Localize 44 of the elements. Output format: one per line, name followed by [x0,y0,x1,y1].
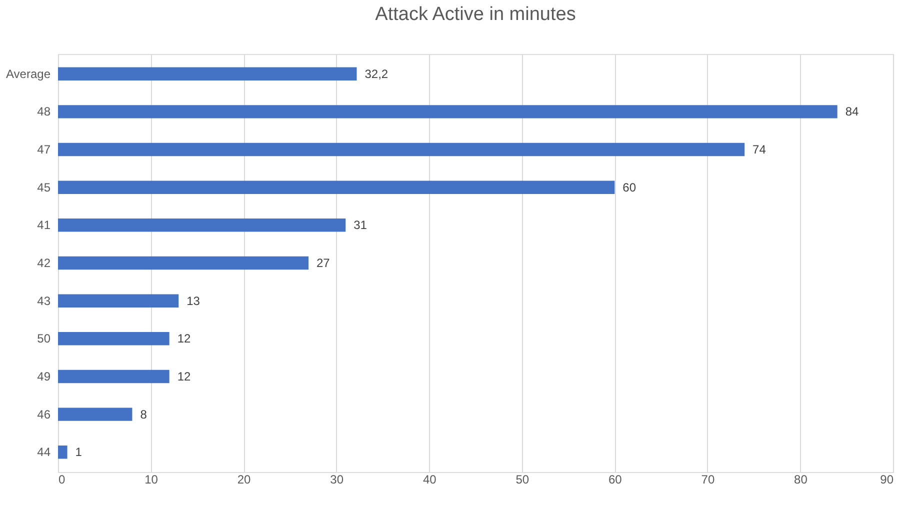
data-label: 31 [354,218,368,232]
y-tick-label: 48 [37,104,51,119]
y-tick-label: 46 [37,407,51,422]
bar [58,294,179,308]
bar [58,370,170,384]
y-tick-label: 50 [37,332,51,346]
y-tick-label: 49 [37,369,51,384]
x-tick-label: 60 [608,472,622,486]
bar [58,446,68,459]
y-tick-label: Average [6,66,51,81]
data-label: 60 [622,180,636,194]
bar [58,256,308,270]
y-tick-label: 41 [37,218,51,232]
data-label: 8 [140,407,148,422]
x-tick-label: 10 [144,472,158,486]
bar [58,218,346,232]
x-tick-label: 70 [701,472,715,486]
x-tick-label: 20 [237,472,252,486]
x-tick-label: 80 [794,472,808,486]
x-tick-label: 90 [880,472,894,486]
x-tick-label: 0 [58,472,66,486]
y-tick-label: 45 [37,180,51,194]
bar [58,332,170,346]
data-label: 74 [752,142,766,157]
y-tick-label: 43 [37,294,51,308]
data-label: 1 [75,445,82,460]
y-tick-label: 42 [37,256,51,270]
y-tick-label: 47 [37,142,51,157]
chart-title: Attack Active in minutes [375,4,576,25]
bar [58,142,745,156]
bar [58,67,357,80]
data-label: 27 [316,256,330,270]
x-tick-label: 30 [330,472,344,486]
data-label: 12 [177,332,192,346]
y-tick-label: 44 [37,445,51,460]
data-label: 13 [186,294,200,308]
data-label: 12 [177,369,192,384]
bar [58,105,838,118]
data-label: 32,2 [364,66,388,81]
bar [58,408,132,421]
data-label: 84 [845,104,860,119]
x-tick-label: 50 [516,472,530,486]
x-tick-label: 40 [422,472,437,486]
bar [58,180,615,194]
